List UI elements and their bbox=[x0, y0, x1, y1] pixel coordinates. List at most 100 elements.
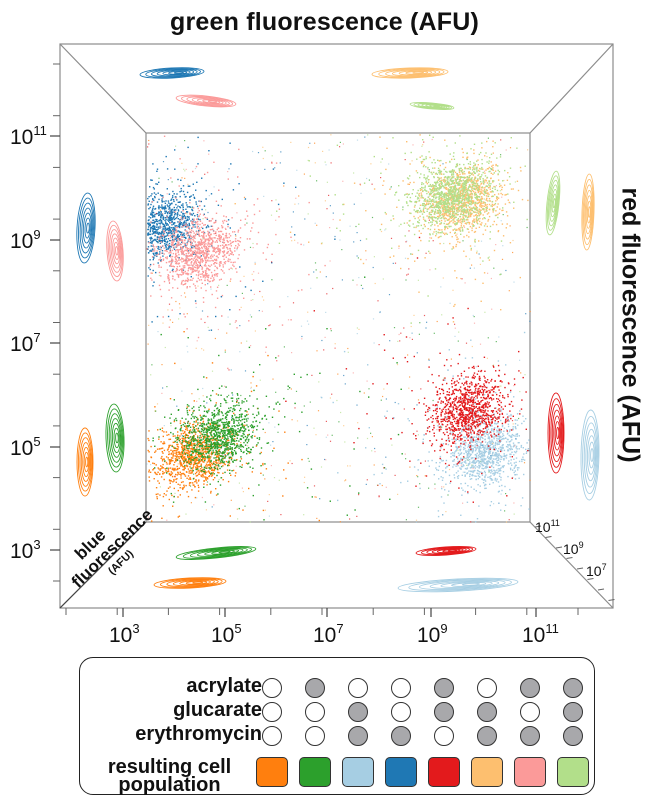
data-point bbox=[162, 225, 165, 228]
data-point bbox=[178, 515, 181, 517]
data-point bbox=[502, 466, 504, 469]
data-point bbox=[210, 434, 212, 437]
data-point bbox=[208, 441, 210, 443]
data-point bbox=[447, 494, 449, 496]
data-point bbox=[488, 437, 490, 439]
data-point bbox=[205, 377, 208, 379]
data-point bbox=[483, 448, 485, 451]
data-point bbox=[401, 453, 403, 455]
data-point bbox=[244, 505, 246, 507]
contour-top-3 bbox=[139, 67, 205, 79]
data-point bbox=[186, 206, 189, 208]
data-point bbox=[158, 211, 160, 213]
data-point bbox=[364, 136, 366, 138]
data-point bbox=[202, 426, 204, 428]
data-point bbox=[251, 437, 253, 439]
data-point bbox=[183, 466, 186, 468]
data-point bbox=[177, 456, 180, 458]
data-point bbox=[508, 420, 510, 422]
data-point bbox=[467, 389, 470, 392]
data-point bbox=[195, 453, 197, 455]
data-point bbox=[287, 462, 289, 464]
data-point bbox=[200, 416, 202, 418]
data-point bbox=[240, 448, 242, 451]
data-point bbox=[171, 211, 173, 214]
data-point bbox=[163, 238, 166, 241]
data-point bbox=[442, 470, 444, 472]
data-point bbox=[197, 423, 199, 426]
data-point bbox=[525, 428, 527, 430]
data-point bbox=[411, 390, 413, 392]
data-point bbox=[480, 444, 482, 446]
data-point bbox=[253, 389, 255, 392]
data-point bbox=[171, 453, 173, 455]
data-point bbox=[468, 464, 470, 466]
data-point bbox=[162, 255, 164, 257]
data-point bbox=[166, 212, 169, 215]
data-point bbox=[352, 279, 354, 281]
data-point bbox=[187, 435, 189, 437]
data-point bbox=[186, 441, 188, 444]
data-point bbox=[174, 243, 176, 246]
data-point bbox=[213, 444, 216, 447]
data-point bbox=[358, 277, 360, 279]
data-point bbox=[458, 419, 460, 421]
data-point bbox=[465, 462, 467, 464]
data-point bbox=[182, 205, 184, 207]
data-point bbox=[228, 407, 230, 409]
data-point bbox=[207, 426, 209, 428]
data-point bbox=[496, 457, 498, 459]
data-point bbox=[306, 444, 308, 446]
data-point bbox=[168, 433, 170, 436]
data-point bbox=[177, 236, 179, 238]
data-point bbox=[215, 428, 217, 430]
data-point bbox=[161, 466, 163, 468]
data-point bbox=[498, 430, 500, 432]
data-point bbox=[183, 445, 185, 448]
data-point bbox=[441, 409, 443, 411]
data-point bbox=[492, 414, 495, 416]
data-point bbox=[202, 469, 204, 471]
data-point bbox=[477, 433, 480, 436]
data-point bbox=[195, 451, 197, 453]
data-point bbox=[480, 385, 482, 388]
data-point bbox=[187, 337, 189, 339]
data-point bbox=[487, 455, 489, 458]
data-point bbox=[244, 198, 247, 200]
data-point bbox=[154, 445, 156, 447]
data-point bbox=[192, 447, 195, 449]
data-point bbox=[465, 442, 467, 444]
data-point bbox=[167, 238, 170, 240]
data-point bbox=[164, 205, 166, 207]
data-point bbox=[462, 393, 464, 395]
data-point bbox=[218, 465, 220, 467]
data-point bbox=[360, 192, 362, 194]
data-point bbox=[172, 446, 175, 448]
data-point bbox=[208, 429, 211, 431]
data-point bbox=[513, 396, 515, 398]
data-point bbox=[190, 195, 192, 197]
data-point bbox=[187, 426, 189, 428]
data-point bbox=[156, 255, 158, 257]
data-point bbox=[491, 378, 493, 381]
data-point bbox=[477, 393, 479, 395]
data-point bbox=[187, 437, 190, 439]
data-point bbox=[186, 313, 188, 315]
data-point bbox=[528, 450, 530, 452]
data-point bbox=[197, 427, 200, 429]
data-point bbox=[218, 446, 220, 449]
data-point bbox=[153, 192, 156, 194]
data-point bbox=[439, 455, 442, 458]
data-point bbox=[189, 444, 191, 446]
data-point bbox=[219, 462, 221, 465]
data-point bbox=[489, 442, 492, 445]
data-point bbox=[184, 437, 187, 439]
data-point bbox=[199, 458, 202, 460]
data-point bbox=[180, 426, 183, 428]
data-point bbox=[178, 257, 180, 259]
data-point bbox=[218, 410, 220, 413]
data-point bbox=[214, 463, 216, 465]
data-point bbox=[154, 254, 156, 257]
data-point bbox=[173, 441, 176, 443]
data-point bbox=[158, 473, 161, 475]
